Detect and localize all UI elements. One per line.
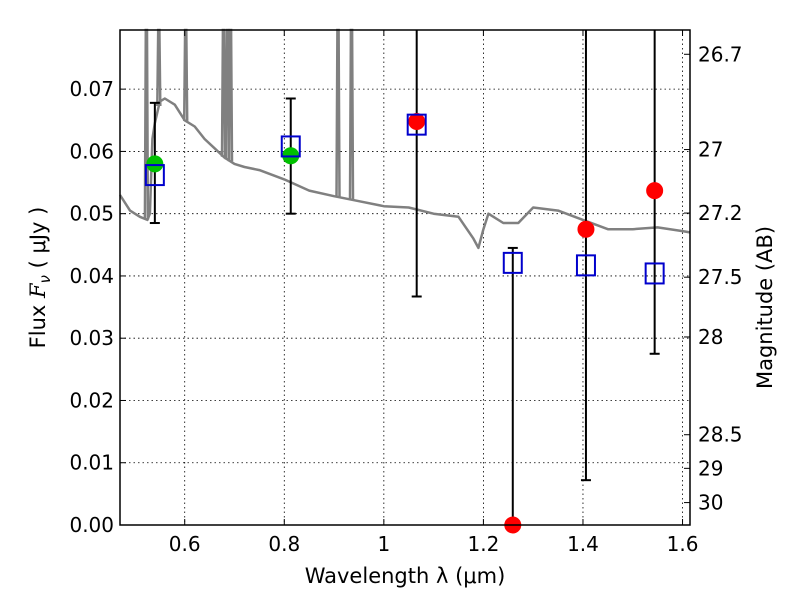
open-square-marker bbox=[144, 164, 165, 187]
right-tick-label: 26.7 bbox=[698, 42, 743, 66]
y-tick-label: 0.05 bbox=[69, 202, 114, 226]
x-tick-label: 1.2 bbox=[467, 532, 499, 556]
grid-lines bbox=[120, 30, 690, 525]
right-tick-label: 27.2 bbox=[698, 201, 743, 225]
y-axis-ticks: 0.00 0.01 0.02 0.03 0.04 0.05 0.06 0.07 bbox=[69, 77, 126, 537]
right-tick-label: 30 bbox=[698, 491, 723, 515]
emission-line-spike bbox=[182, 28, 189, 121]
y-tick-label: 0.01 bbox=[69, 451, 114, 475]
emission-line-spike bbox=[143, 28, 150, 220]
x-axis-label: Wavelength λ (μm) bbox=[305, 564, 506, 588]
right-tick-label: 29 bbox=[698, 456, 723, 480]
sed-model-spectrum bbox=[118, 28, 691, 250]
photometry-markers bbox=[144, 113, 665, 534]
open-square-marker bbox=[644, 262, 665, 285]
y-tick-label: 0.02 bbox=[69, 388, 114, 412]
right-axis-ticks: 26.7 27 27.2 27.5 28 28.5 29 30 bbox=[684, 42, 743, 515]
x-tick-label: 1 bbox=[377, 532, 390, 556]
y-tick-label: 0.06 bbox=[69, 139, 114, 163]
right-tick-label: 28 bbox=[698, 325, 723, 349]
emission-line-spike bbox=[156, 28, 162, 107]
emission-line-spike bbox=[335, 28, 341, 198]
filled-circle-marker bbox=[146, 155, 164, 173]
y-tick-label: 0.07 bbox=[69, 77, 114, 101]
x-tick-label: 0.6 bbox=[169, 532, 201, 556]
plot-frame bbox=[119, 29, 691, 526]
open-square-marker bbox=[502, 251, 523, 274]
x-tick-label: 1.6 bbox=[667, 532, 699, 556]
x-tick-label: 0.8 bbox=[268, 532, 300, 556]
filled-circle-marker bbox=[408, 113, 426, 131]
x-tick-label: 1.4 bbox=[567, 532, 599, 556]
open-square-marker bbox=[406, 113, 427, 136]
emission-line-spike bbox=[227, 28, 234, 162]
sed-continuum-line bbox=[118, 97, 691, 250]
open-square-marker bbox=[280, 135, 301, 158]
right-tick-label: 27.5 bbox=[698, 265, 743, 289]
right-axis-label: Magnitude (AB) bbox=[753, 226, 777, 389]
right-tick-label: 28.5 bbox=[698, 423, 743, 447]
x-axis-ticks: 0.6 0.8 1 1.2 1.4 1.6 bbox=[169, 30, 699, 556]
right-tick-label: 27 bbox=[698, 138, 723, 162]
y-tick-label: 0.04 bbox=[69, 264, 114, 288]
emission-line-spike bbox=[220, 28, 227, 157]
emission-line-spike bbox=[348, 28, 355, 200]
filled-circle-marker bbox=[577, 220, 595, 238]
filled-circle-marker bbox=[646, 182, 664, 200]
y-tick-label: 0.03 bbox=[69, 326, 114, 350]
y-axis-label: Flux Fν ( μJy ) bbox=[26, 207, 54, 349]
y-tick-label: 0.00 bbox=[69, 513, 114, 537]
open-square-marker bbox=[575, 254, 596, 277]
